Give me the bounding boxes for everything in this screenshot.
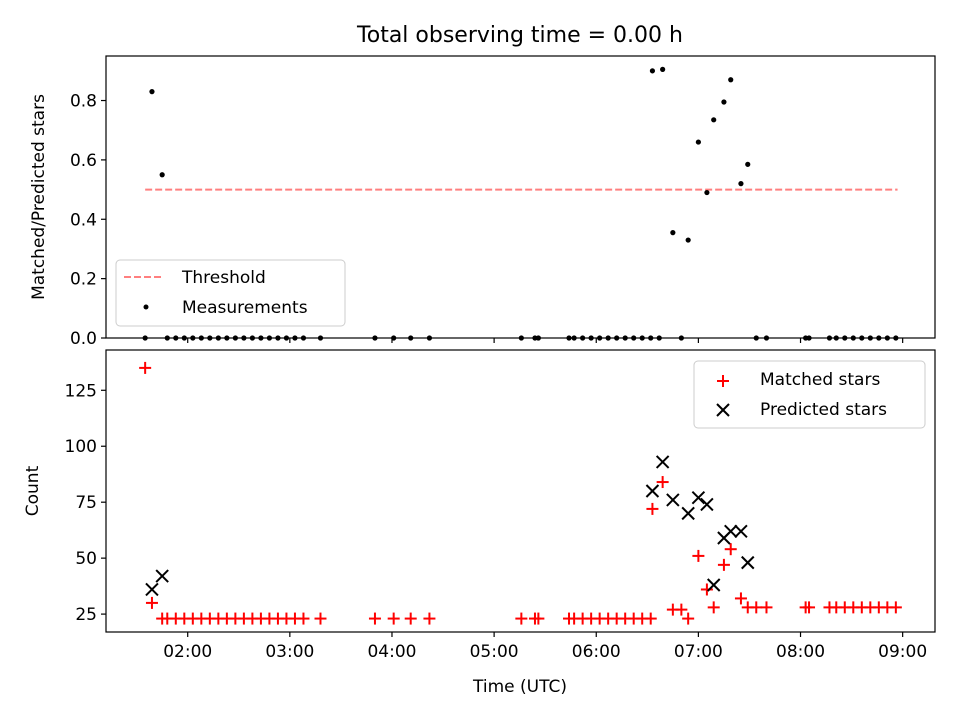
legend-predicted-swatch xyxy=(716,403,730,417)
matched-star-point xyxy=(717,558,730,571)
predicted-star-point xyxy=(655,455,670,469)
predicted-star-point xyxy=(691,491,706,505)
x-tick-label: 03:00 xyxy=(265,642,314,662)
bottom-y-tick-label: 25 xyxy=(75,605,97,625)
top-panel: 0.00.20.40.60.8 Matched/Predicted stars … xyxy=(29,55,936,349)
bottom-x-ticks: 02:00 03:00 04:00 05:00 06:00 07:00 08:00 09:00 xyxy=(163,632,927,662)
bottom-plot-marks xyxy=(139,361,902,625)
matched-star-point xyxy=(646,502,659,515)
measurement-point xyxy=(711,117,717,123)
matched-star-point xyxy=(644,612,657,625)
legend-matched-swatch xyxy=(717,375,729,387)
x-tick-label: 05:00 xyxy=(470,642,519,662)
bottom-legend: Matched stars Predicted stars xyxy=(693,360,926,429)
legend-predicted-label: Predicted stars xyxy=(760,400,887,420)
predicted-star-point xyxy=(155,569,169,583)
top-legend-frame xyxy=(115,259,346,327)
predicted-star-point xyxy=(645,484,660,498)
bottom-y-axis-label: Count xyxy=(23,465,43,516)
predicted-star-point xyxy=(734,524,748,538)
legend-matched-label: Matched stars xyxy=(760,370,880,390)
bottom-axes-frame xyxy=(105,349,936,633)
matched-star-point xyxy=(700,583,713,596)
matched-star-point xyxy=(532,612,545,625)
matched-star-point xyxy=(692,549,705,562)
predicted-star-point xyxy=(681,506,695,521)
measurement-point xyxy=(685,237,691,243)
x-tick-label: 06:00 xyxy=(572,642,621,662)
measurement-point xyxy=(149,89,155,95)
matched-star-point xyxy=(314,612,327,625)
matched-star-point xyxy=(675,603,688,616)
top-y-tick-label: 0.6 xyxy=(70,151,97,171)
matched-star-point xyxy=(423,612,436,625)
measurement-point xyxy=(721,99,727,105)
matched-star-point xyxy=(515,612,528,625)
bottom-y-tick-label: 100 xyxy=(65,437,97,457)
matched-star-point xyxy=(750,601,763,614)
bottom-panel: 25 50 75 100 125 02:00 03:00 04:00 05:00 06:00 07… xyxy=(23,349,936,697)
measurement-point xyxy=(670,230,676,236)
x-tick-label: 09:00 xyxy=(878,642,927,662)
bottom-legend-frame xyxy=(693,360,926,429)
top-x-ticks xyxy=(187,338,904,343)
matched-star-point xyxy=(889,601,902,614)
top-y-tick-label: 0.0 xyxy=(70,329,97,349)
measurement-point xyxy=(660,66,666,72)
bottom-y-ticks: 25 50 75 100 125 xyxy=(65,381,106,625)
x-axis-label: Time (UTC) xyxy=(472,677,567,697)
matched-star-point xyxy=(368,612,381,625)
top-y-tick-label: 0.4 xyxy=(70,210,97,230)
measurement-point xyxy=(738,181,744,187)
legend-measurements-label: Measurements xyxy=(182,298,308,318)
x-tick-label: 07:00 xyxy=(674,642,723,662)
top-y-axis-label: Matched/Predicted stars xyxy=(29,94,49,300)
matched-star-point xyxy=(297,612,310,625)
matched-star-point xyxy=(707,601,720,614)
figure-title: Total observing time = 0.00 h xyxy=(356,23,683,48)
measurement-point xyxy=(745,161,751,167)
top-y-tick-label: 0.8 xyxy=(70,92,97,112)
measurement-point xyxy=(728,77,734,83)
top-y-ticks: 0.0 0.2 0.4 0.6 0.8 xyxy=(70,92,106,349)
predicted-star-point xyxy=(706,578,721,592)
x-tick-label: 08:00 xyxy=(776,642,825,662)
top-axes-frame xyxy=(105,55,936,339)
predicted-star-point xyxy=(724,524,738,538)
matched-star-point xyxy=(404,612,417,625)
top-legend: Threshold Measurements xyxy=(115,259,346,327)
predicted-star-point xyxy=(741,555,755,570)
bottom-y-tick-label: 125 xyxy=(65,381,97,401)
x-tick-label: 04:00 xyxy=(367,642,416,662)
bottom-y-tick-label: 50 xyxy=(75,549,97,569)
top-y-tick-label: 0.2 xyxy=(70,270,97,290)
matched-star-point xyxy=(139,361,152,374)
legend-measurements-swatch xyxy=(143,304,149,310)
predicted-star-point xyxy=(666,493,680,507)
matched-star-point xyxy=(724,543,737,556)
predicted-star-point xyxy=(700,497,714,512)
x-tick-label: 02:00 xyxy=(163,642,212,662)
legend-threshold-label: Threshold xyxy=(181,268,266,288)
matched-star-point xyxy=(682,612,695,625)
bottom-y-tick-label: 75 xyxy=(75,493,97,513)
measurement-point xyxy=(695,139,701,145)
measurement-point xyxy=(704,189,710,196)
matched-star-point xyxy=(145,596,158,609)
predicted-star-point xyxy=(145,582,159,597)
matched-star-point xyxy=(734,592,747,605)
matched-star-point xyxy=(387,612,400,625)
matched-star-point xyxy=(760,601,773,614)
measurement-point xyxy=(159,172,165,178)
matched-star-point xyxy=(656,476,669,489)
matched-star-point xyxy=(803,601,816,614)
measurement-point xyxy=(649,68,656,74)
